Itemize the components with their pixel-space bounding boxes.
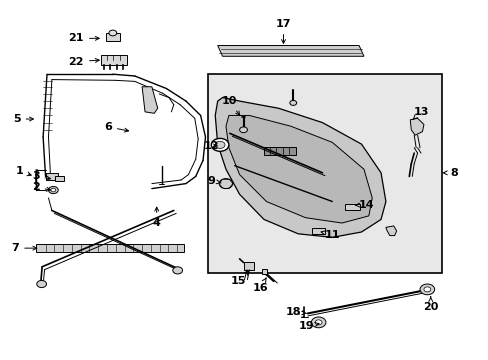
Polygon shape	[225, 116, 371, 223]
Text: 11: 11	[321, 230, 339, 239]
Bar	[45, 173, 58, 180]
Text: 19: 19	[299, 321, 318, 331]
Bar	[344, 204, 359, 210]
Bar	[264, 147, 295, 155]
Circle shape	[215, 141, 224, 148]
Text: 1: 1	[15, 166, 31, 176]
Circle shape	[172, 267, 182, 274]
Bar	[101, 55, 127, 65]
Polygon shape	[215, 98, 385, 237]
Text: 20: 20	[422, 297, 438, 312]
Circle shape	[109, 30, 117, 36]
Circle shape	[239, 127, 247, 133]
Text: 9: 9	[207, 176, 221, 186]
Bar	[207, 74, 441, 273]
Circle shape	[289, 100, 296, 105]
Bar	[311, 228, 325, 234]
Text: 22: 22	[68, 57, 99, 67]
Circle shape	[423, 287, 430, 292]
Text: 6: 6	[104, 122, 128, 132]
Bar	[262, 269, 266, 274]
Circle shape	[219, 179, 232, 189]
Text: 21: 21	[68, 33, 99, 43]
Text: 5: 5	[13, 114, 33, 124]
Text: 18: 18	[285, 307, 306, 316]
Text: 2: 2	[32, 182, 50, 192]
Bar	[36, 244, 183, 252]
Text: 13: 13	[412, 107, 428, 120]
Text: 12: 12	[203, 141, 219, 151]
Text: 7: 7	[11, 243, 37, 253]
Text: 14: 14	[355, 200, 373, 210]
Circle shape	[211, 138, 228, 151]
Circle shape	[37, 280, 46, 288]
Polygon shape	[409, 118, 423, 135]
Circle shape	[51, 188, 56, 192]
Polygon shape	[142, 87, 158, 113]
Circle shape	[315, 320, 322, 325]
Bar	[105, 33, 120, 41]
Text: 10: 10	[221, 96, 239, 115]
Bar	[55, 176, 64, 181]
Text: 17: 17	[275, 19, 291, 44]
Bar	[243, 262, 254, 270]
Text: 3: 3	[32, 171, 50, 181]
Circle shape	[311, 317, 325, 328]
Text: 15: 15	[230, 271, 248, 286]
Circle shape	[48, 186, 58, 194]
Text: 4: 4	[152, 207, 161, 228]
Polygon shape	[217, 45, 363, 56]
Text: 8: 8	[443, 168, 457, 178]
Circle shape	[419, 284, 434, 295]
Text: 16: 16	[252, 278, 267, 293]
Polygon shape	[385, 226, 396, 235]
